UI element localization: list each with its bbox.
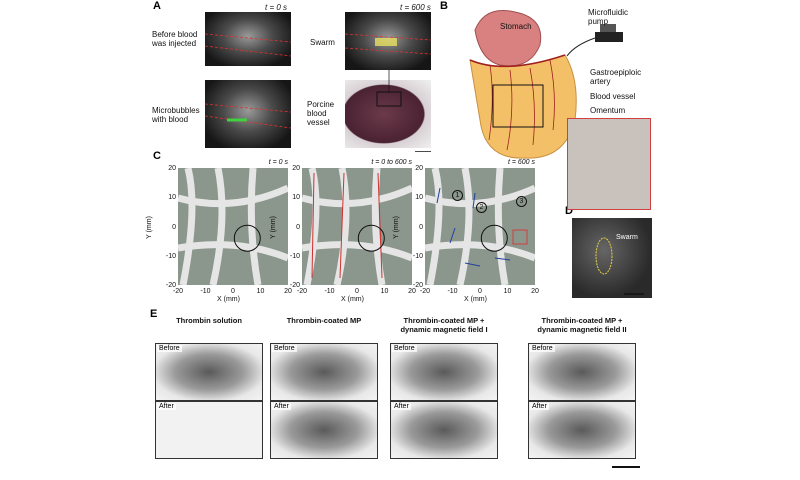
y-axis-label: Y (mm) <box>145 215 153 239</box>
x-tick-label: 0 <box>231 288 235 295</box>
angiogram <box>390 343 498 401</box>
panel-label: D <box>565 205 573 217</box>
y-tick-label: 0 <box>419 223 423 231</box>
panel-label: E <box>150 308 158 320</box>
column-title: Thrombin-coated MP + dynamic magnetic fi… <box>537 316 627 334</box>
callout: Microfluidic pump <box>588 8 629 26</box>
image-tag: After <box>530 403 549 410</box>
x-tick-label: 0 <box>355 288 359 295</box>
vessel-map <box>424 167 537 286</box>
plot-area <box>424 167 537 286</box>
angiogram <box>390 401 498 459</box>
vessel-map <box>301 167 414 286</box>
y-tick-label: -10 <box>412 252 423 260</box>
x-axis-label: X (mm) <box>464 296 487 303</box>
y-tick-label: 0 <box>296 223 300 231</box>
y-tick-label: 10 <box>168 194 176 202</box>
plot-area <box>301 167 414 286</box>
panel-title: t = 600 s <box>507 159 535 166</box>
x-tick-label: 10 <box>380 288 389 295</box>
column-title: Thrombin-coated MP + dynamic magnetic fi… <box>400 316 488 334</box>
image-tag: After <box>272 403 291 410</box>
angiogram <box>155 401 263 459</box>
x-tick-label: -10 <box>447 288 458 295</box>
x-tick-label: 10 <box>503 288 512 295</box>
column-title: Thrombin-coated MP <box>286 316 362 325</box>
image-label: Swarm <box>310 38 335 47</box>
y-tick-label: -10 <box>289 252 300 260</box>
ultrasound-image <box>205 80 291 148</box>
y-tick-label: 10 <box>415 194 423 202</box>
angiogram <box>528 343 636 401</box>
image-tag: After <box>392 403 411 410</box>
image-tag: Before <box>157 345 182 352</box>
y-tick-label: 20 <box>168 165 176 172</box>
y-tick-label: -20 <box>165 282 176 289</box>
y-tick-label: 20 <box>415 165 423 172</box>
zoom-photo <box>567 118 651 210</box>
x-tick-label: -10 <box>200 288 211 295</box>
x-tick-label: 20 <box>531 288 539 295</box>
image-label: Microbubbles with blood <box>152 106 200 124</box>
image-label: Before blood was injected <box>152 30 198 48</box>
scale-label: 2 mm <box>262 67 280 74</box>
y-tick-label: -20 <box>289 282 300 289</box>
plot-area <box>177 167 290 286</box>
scale-bar <box>612 466 640 468</box>
region-label: 2 <box>476 202 487 213</box>
x-tick-label: 0 <box>478 288 482 295</box>
vessel-map <box>177 167 290 286</box>
y-axis-label: Y (mm) <box>392 215 400 239</box>
callout: Stomach <box>500 22 532 31</box>
y-tick-label: -10 <box>165 252 176 260</box>
panel-title: t = 0 s <box>268 159 288 166</box>
callout: Blood vessel <box>590 92 636 101</box>
x-tick-label: 10 <box>256 288 265 295</box>
x-axis-label: X (mm) <box>217 296 240 303</box>
region-label: 3 <box>516 196 527 207</box>
callout: Gastroepiploic artery <box>590 68 642 86</box>
x-tick-label: 20 <box>284 288 292 295</box>
panel-label: B <box>440 0 448 12</box>
y-tick-label: 0 <box>172 223 176 231</box>
angiogram <box>155 343 263 401</box>
region-label: 1 <box>452 190 463 201</box>
x-tick-label: -10 <box>324 288 335 295</box>
y-axis-label: Y (mm) <box>269 215 277 239</box>
x-tick-label: 20 <box>408 288 416 295</box>
panel-title: t = 0 to 600 s <box>371 159 412 166</box>
callout: Omentum <box>590 106 626 115</box>
x-axis-label: X (mm) <box>341 296 364 303</box>
image-tag: Before <box>530 345 555 352</box>
panel-label: A <box>153 0 161 12</box>
image-tag: After <box>157 403 176 410</box>
callout: Swarm <box>616 234 638 241</box>
panel-label: C <box>153 150 161 162</box>
time-label: t = 0 s <box>265 3 288 12</box>
angiogram <box>270 343 378 401</box>
vessel-photo <box>345 80 431 148</box>
angiogram <box>270 401 378 459</box>
x-tick-label: -20 <box>172 288 184 295</box>
overlay <box>595 237 644 295</box>
time-label: t = 600 s <box>400 3 431 12</box>
ultrasound-image <box>205 12 291 66</box>
y-tick-label: 20 <box>292 165 300 172</box>
x-tick-label: -20 <box>419 288 431 295</box>
x-tick-label: -20 <box>296 288 308 295</box>
ultrasound-image <box>572 218 652 298</box>
image-label: Porcine blood vessel <box>307 100 335 127</box>
angiogram <box>528 401 636 459</box>
y-tick-label: 10 <box>292 194 300 202</box>
overlay <box>205 33 432 152</box>
y-tick-label: -20 <box>412 282 423 289</box>
image-tag: Before <box>392 345 417 352</box>
illustration <box>469 10 623 159</box>
column-title: Thrombin solution <box>176 316 242 325</box>
image-tag: Before <box>272 345 297 352</box>
